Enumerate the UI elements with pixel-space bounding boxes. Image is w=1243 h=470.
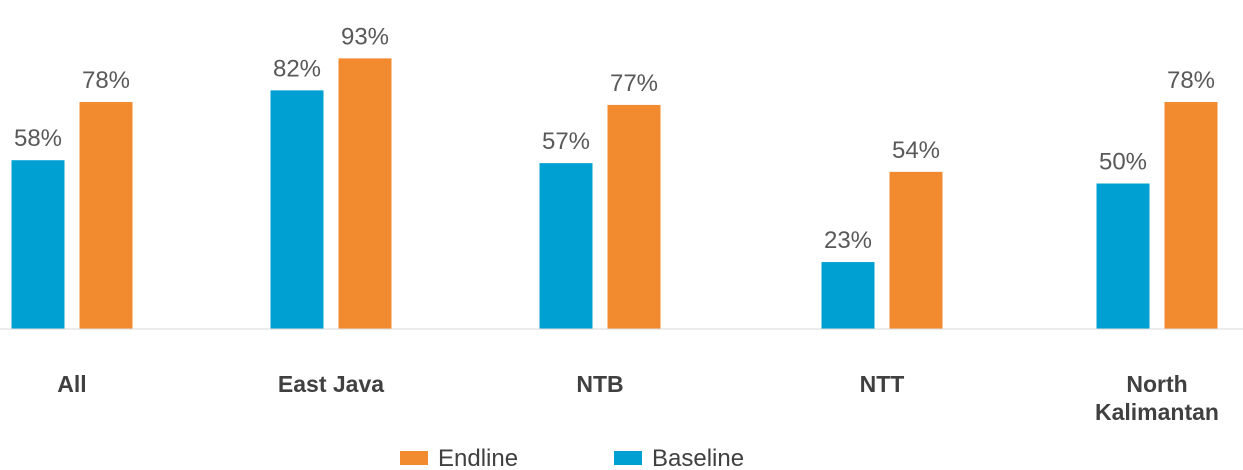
- bar-baseline-north-kalimantan: [1096, 183, 1150, 329]
- bar-endline-ntb: [607, 104, 661, 330]
- bar-endline-east-java: [338, 58, 392, 330]
- legend-label-endline: Endline: [438, 445, 518, 470]
- bar-baseline-ntt: [821, 262, 875, 329]
- category-label-east-java: East Java: [278, 371, 384, 397]
- data-label-endline-all: 78%: [82, 67, 130, 94]
- data-label-endline-ntt: 54%: [892, 137, 940, 164]
- legend-swatch-baseline: [614, 451, 642, 465]
- bar-endline-north-kalimantan: [1164, 102, 1218, 330]
- category-label-ntt: NTT: [860, 371, 905, 397]
- category-label-all: All: [57, 371, 86, 397]
- bar-baseline-ntb: [539, 163, 593, 329]
- legend-label-baseline: Baseline: [652, 445, 744, 470]
- data-label-baseline-east-java: 82%: [273, 55, 321, 82]
- category-label-north-kalimantan: North Kalimantan: [1095, 371, 1219, 425]
- category-labels-layer: All East Java NTB NTT North Kalimantan: [57, 371, 1219, 425]
- bar-endline-ntt: [889, 171, 943, 329]
- legend-swatch-endline: [400, 451, 428, 465]
- legend: Endline Baseline: [400, 445, 744, 470]
- data-label-baseline-north-kalimantan: 50%: [1099, 149, 1147, 176]
- bar-baseline-east-java: [270, 90, 324, 329]
- bars-layer: [11, 58, 1218, 330]
- data-label-baseline-all: 58%: [14, 125, 62, 152]
- bar-endline-all: [79, 102, 133, 330]
- data-label-endline-ntb: 77%: [610, 70, 658, 97]
- category-label-ntb: NTB: [576, 371, 623, 397]
- data-label-baseline-ntt: 23%: [824, 227, 872, 254]
- data-label-endline-east-java: 93%: [341, 23, 389, 50]
- data-label-endline-north-kalimantan: 78%: [1167, 67, 1215, 94]
- value-labels-layer: 58% 78% 82% 93% 57% 77% 23% 54% 50% 78%: [14, 23, 1215, 254]
- bar-baseline-all: [11, 160, 65, 329]
- data-label-baseline-ntb: 57%: [542, 128, 590, 155]
